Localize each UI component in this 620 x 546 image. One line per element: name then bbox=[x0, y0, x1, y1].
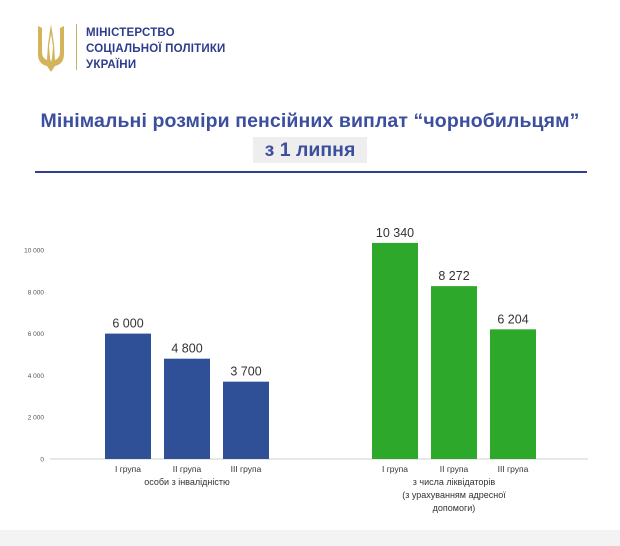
data-label: 10 340 bbox=[376, 226, 414, 240]
y-tick-label: 10 000 bbox=[24, 248, 44, 255]
y-tick-label: 0 bbox=[40, 457, 44, 464]
category-label: ІІ група bbox=[173, 464, 202, 474]
chart-subtitle: з 1 липня bbox=[252, 137, 368, 163]
trident-icon bbox=[38, 24, 64, 72]
category-label: ІІ група bbox=[440, 464, 469, 474]
data-label: 6 204 bbox=[497, 312, 528, 326]
y-tick-label: 8 000 bbox=[28, 289, 45, 296]
category-label: І група bbox=[382, 464, 408, 474]
ministry-name: МІНІСТЕРСТВО СОЦІАЛЬНОЇ ПОЛІТИКИ УКРАЇНИ bbox=[86, 25, 226, 73]
data-label: 8 272 bbox=[438, 269, 469, 283]
bar bbox=[223, 381, 269, 459]
data-label: 4 800 bbox=[171, 342, 202, 356]
bar bbox=[431, 286, 477, 459]
bottom-band bbox=[0, 530, 620, 546]
category-label: ІІІ група bbox=[498, 464, 529, 474]
bar bbox=[164, 358, 210, 459]
category-label: І група bbox=[115, 464, 141, 474]
y-tick-label: 4 000 bbox=[28, 373, 45, 380]
header-divider bbox=[76, 24, 77, 70]
group-label: (з урахуванням адресної bbox=[402, 490, 506, 500]
y-tick-label: 6 000 bbox=[28, 331, 45, 338]
data-label: 3 700 bbox=[230, 365, 261, 379]
group-label: допомоги) bbox=[433, 503, 476, 513]
category-label: ІІІ група bbox=[231, 464, 262, 474]
title-underline bbox=[35, 171, 587, 173]
data-label: 6 000 bbox=[112, 317, 143, 331]
bar bbox=[490, 329, 536, 459]
bar bbox=[372, 242, 418, 459]
ministry-header: МІНІСТЕРСТВО СОЦІАЛЬНОЇ ПОЛІТИКИ УКРАЇНИ bbox=[34, 20, 334, 76]
ministry-line-1: МІНІСТЕРСТВО bbox=[86, 27, 175, 39]
ministry-line-2: СОЦІАЛЬНОЇ ПОЛІТИКИ bbox=[86, 43, 226, 55]
bar bbox=[105, 333, 151, 459]
group-label: з числа ліквідаторів bbox=[413, 477, 496, 487]
y-tick-label: 2 000 bbox=[28, 415, 45, 422]
ministry-line-3: УКРАЇНИ bbox=[86, 59, 137, 71]
group-label: особи з інвалідністю bbox=[144, 477, 230, 487]
chart-title: Мінімальні розміри пенсійних виплат “чор… bbox=[40, 110, 580, 132]
